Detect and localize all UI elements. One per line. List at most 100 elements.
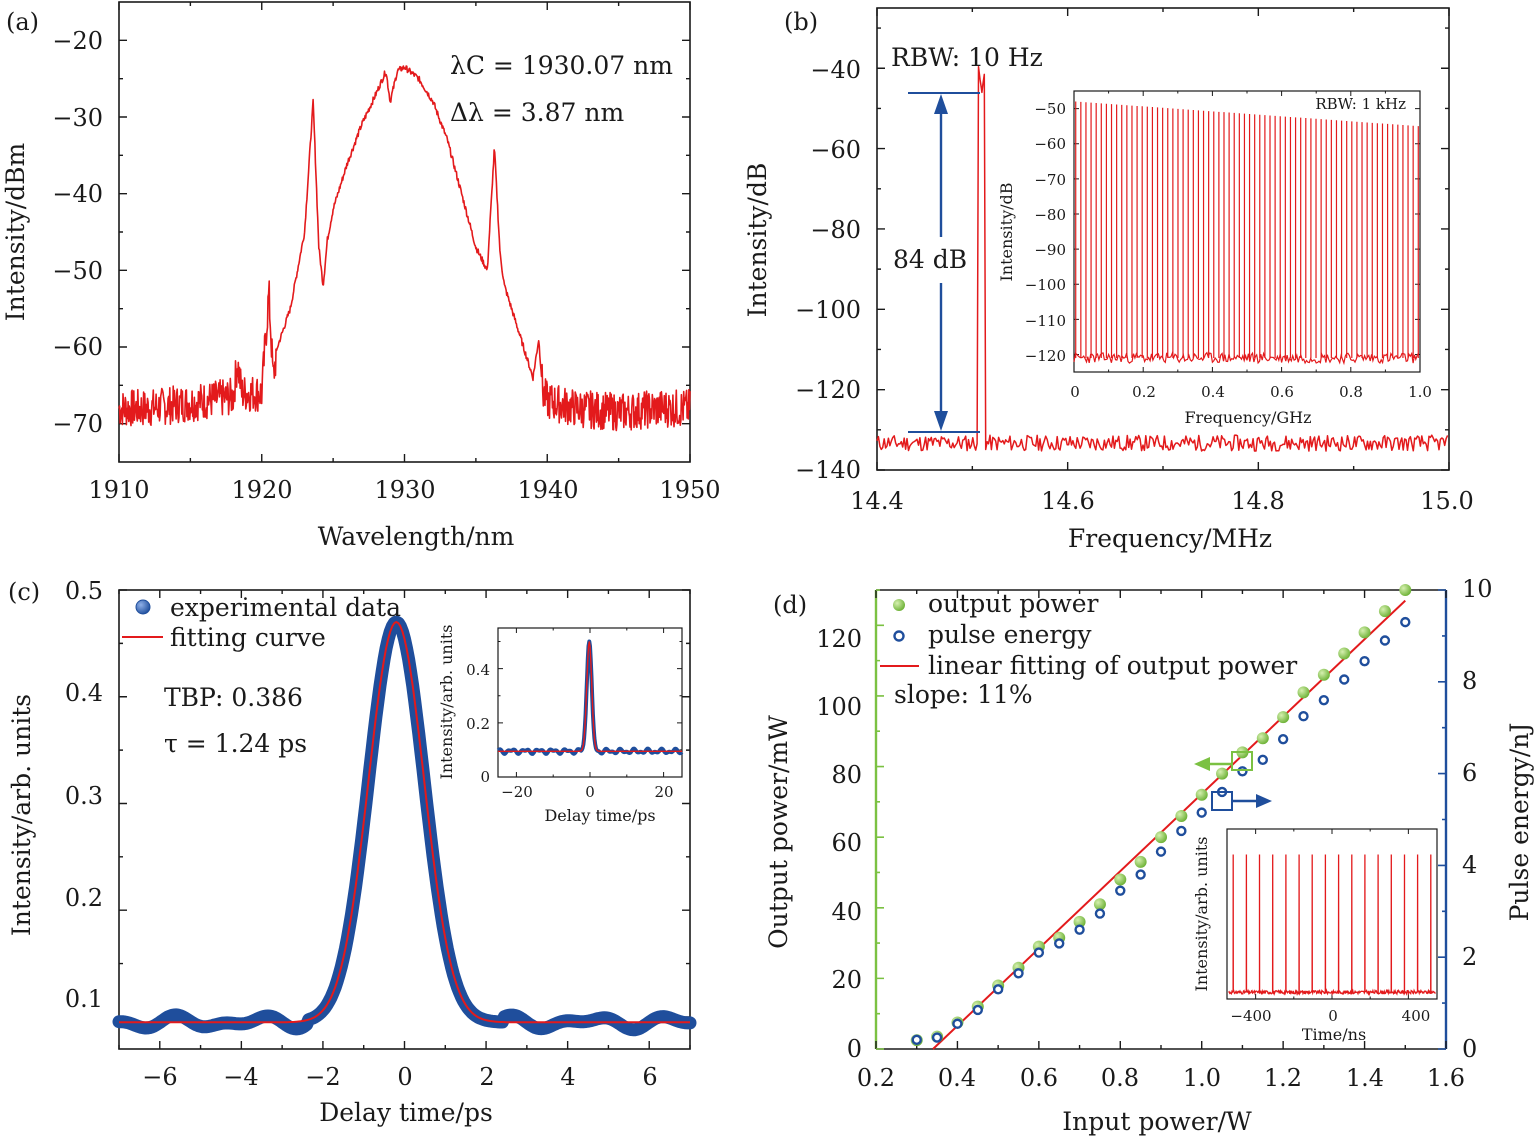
y-tick-label: 0.5 xyxy=(65,577,103,605)
output-power-point xyxy=(1175,809,1188,822)
inset-rbw-annotation: RBW: 1 kHz xyxy=(1315,95,1406,113)
x-axis-label-c: Delay time/ps xyxy=(319,1098,493,1127)
y2-tick-label: 8 xyxy=(1462,667,1477,695)
inset-y-tick: −60 xyxy=(1034,135,1066,153)
inset-x-tick: 0.6 xyxy=(1270,383,1294,401)
inset-y-tick: 0.2 xyxy=(466,715,490,733)
arrow-head-up xyxy=(934,94,948,114)
output-power-point xyxy=(1297,686,1310,699)
comb-noise-floor xyxy=(1073,351,1420,366)
x-axis-label-b: Frequency/MHz xyxy=(1068,524,1272,553)
y-tick-label: 60 xyxy=(831,829,862,857)
output-power-point xyxy=(1256,732,1269,745)
inset-tick-marks-d xyxy=(1255,829,1409,999)
inset-y-tick: 0 xyxy=(480,768,490,786)
rbw-annotation: RBW: 10 Hz xyxy=(891,43,1043,72)
output-power-point xyxy=(1195,788,1208,801)
x-tick-label: 1.6 xyxy=(1427,1064,1465,1092)
y-tick-label: −100 xyxy=(795,296,861,324)
x-tick-label: 1940 xyxy=(517,476,578,504)
y-tick-label: −120 xyxy=(795,376,861,404)
x-tick-label: 0.8 xyxy=(1101,1064,1139,1092)
pulse-energy-point xyxy=(1155,846,1167,857)
y2-tick-label: 6 xyxy=(1462,759,1477,787)
spectrum-series-a xyxy=(118,65,691,432)
y-tick-label: −40 xyxy=(810,56,861,84)
y-tick-label: 80 xyxy=(831,761,862,789)
bandwidth-annotation: Δλ = 3.87 nm xyxy=(450,98,624,127)
x-tick-labels-b: 14.4 14.6 14.8 15.0 xyxy=(850,487,1473,515)
panel-label-d: (d) xyxy=(773,591,807,619)
panel-c: (c) 0.5 0.4 0.3 0.2 0.1 −6 −4 −2 0 2 4 6… xyxy=(7,577,697,1127)
pulse-energy-point xyxy=(1196,807,1207,818)
x-tick-label: −2 xyxy=(305,1063,340,1091)
inset-y-tick: −120 xyxy=(1025,347,1066,365)
output-power-point xyxy=(1093,898,1106,911)
x-tick-label: 14.6 xyxy=(1041,487,1094,515)
x-axis-label-d: Input power/W xyxy=(1062,1107,1252,1136)
y2-tick-labels-d: 0 2 4 6 8 10 xyxy=(1462,575,1493,1063)
panel-label-c: (c) xyxy=(8,578,40,606)
tick-marks-d xyxy=(875,590,1447,1049)
x-tick-label: 1920 xyxy=(231,476,292,504)
pulse-energy-point xyxy=(1237,766,1248,777)
y2-tick-label: 2 xyxy=(1462,943,1477,971)
pulse-train-series xyxy=(1228,854,1436,997)
tbp-annotation: TBP: 0.386 xyxy=(164,683,303,712)
y-tick-label: −80 xyxy=(810,216,861,244)
x-tick-label: 14.8 xyxy=(1231,487,1284,515)
pulse-energy-points xyxy=(911,616,1411,1046)
x-tick-label: 1.2 xyxy=(1264,1064,1302,1092)
inset-x-label-b: Frequency/GHz xyxy=(1184,408,1311,427)
y-tick-label: −60 xyxy=(52,333,103,361)
x-tick-label: 1930 xyxy=(374,476,435,504)
axis-indicators xyxy=(1194,751,1272,811)
y-tick-label: −40 xyxy=(52,180,103,208)
inset-x-tick: −20 xyxy=(501,783,533,801)
output-axis-indicator-box xyxy=(1231,751,1253,771)
y-tick-label: 20 xyxy=(831,966,862,994)
x-tick-label: 0.6 xyxy=(1020,1064,1058,1092)
y2-tick-label: 10 xyxy=(1462,575,1493,603)
panel-d: (d) 0 20 40 60 80 100 120 0 2 4 6 8 10 0… xyxy=(764,575,1534,1136)
pulse-energy-point xyxy=(1257,754,1268,766)
x-tick-label: 6 xyxy=(642,1063,657,1091)
panel-a: (a) −20 −30 −40 −50 −60 −70 1910 1920 19… xyxy=(1,1,721,551)
inset-d: −400 0 400 Time/ns Intensity/arb. units xyxy=(1192,828,1438,1044)
inset-tick-marks-b xyxy=(1073,91,1421,372)
comb-lines-b xyxy=(1075,101,1419,358)
x-tick-labels-c: −6 −4 −2 0 2 4 6 xyxy=(142,1063,657,1091)
legend-label-output-power: output power xyxy=(928,589,1099,618)
x-tick-label: 1.4 xyxy=(1346,1064,1384,1092)
inset-b: −50 −60 −70 −80 −90 −100 −110 −120 0 0.2… xyxy=(997,90,1432,427)
y-tick-label: 0.4 xyxy=(65,679,103,707)
x-tick-label: 0 xyxy=(397,1063,412,1091)
x-tick-label: 1950 xyxy=(659,476,720,504)
panel-label-a: (a) xyxy=(6,8,39,36)
y-axis-label-d: Output power/mW xyxy=(764,715,793,949)
inset-tick-marks-c xyxy=(498,628,682,778)
inset-y-tick: 0.4 xyxy=(466,661,490,679)
x-tick-label: 1910 xyxy=(88,476,149,504)
y-axis-label-a: Intensity/dBm xyxy=(1,142,30,321)
y-tick-label: 0.3 xyxy=(65,782,103,810)
fitting-curve-series xyxy=(119,621,690,1024)
output-power-point xyxy=(1216,767,1229,780)
legend-marker-pulse-energy xyxy=(893,630,905,642)
x-tick-label: −6 xyxy=(142,1063,177,1091)
output-power-point xyxy=(1134,855,1147,868)
inset-frame-b xyxy=(1073,90,1421,373)
panel-label-b: (b) xyxy=(784,8,818,36)
pulse-energy-point xyxy=(1298,711,1309,722)
pulse-energy-point xyxy=(1135,869,1146,880)
output-power-point xyxy=(1073,915,1086,928)
inset-x-tick: 1.0 xyxy=(1408,383,1432,401)
pulse-duration-annotation: τ = 1.24 ps xyxy=(164,729,307,758)
y-tick-label: −60 xyxy=(810,136,861,164)
y-axis-label-c: Intensity/arb. units xyxy=(7,694,36,936)
output-power-point xyxy=(1338,647,1351,660)
pulse-energy-point xyxy=(1379,635,1391,646)
y2-tick-label: 0 xyxy=(1462,1035,1477,1063)
output-power-point xyxy=(1277,711,1290,724)
inset-x-ticks-c: −20 0 20 xyxy=(501,783,673,801)
